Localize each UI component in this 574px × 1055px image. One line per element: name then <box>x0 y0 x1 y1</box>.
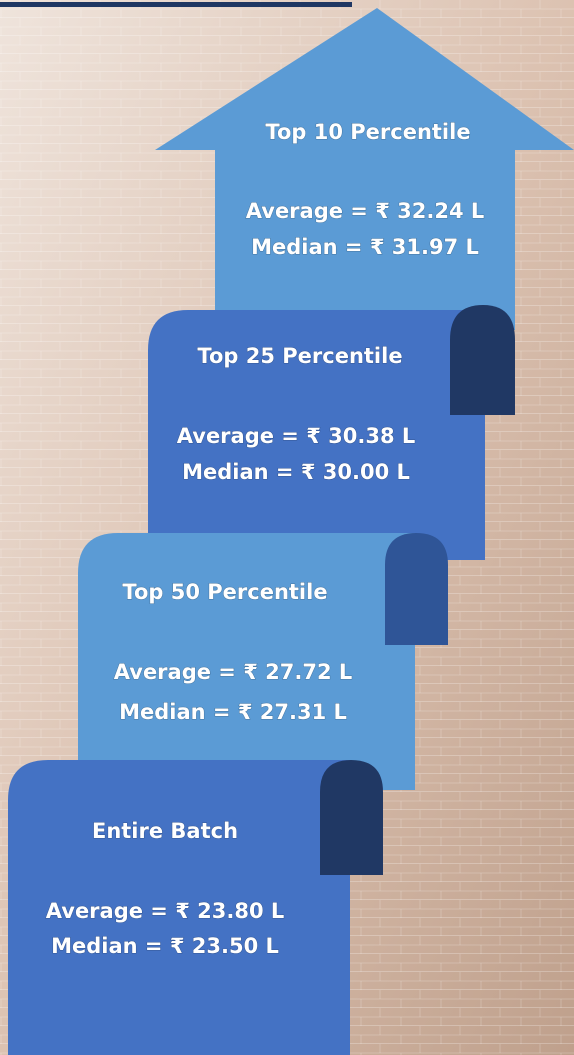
arrow <box>155 8 574 330</box>
tier-title: Top 50 Percentile <box>122 580 327 604</box>
scroll-body <box>78 533 415 790</box>
tier-average: Average = ₹ 32.24 L <box>246 199 485 223</box>
tier-title: Top 10 Percentile <box>265 120 470 144</box>
tier-median: Median = ₹ 30.00 L <box>182 460 410 484</box>
tier-median: Median = ₹ 27.31 L <box>119 700 347 724</box>
title-underline <box>0 2 352 7</box>
scroll-curl <box>450 305 515 415</box>
scroll-body <box>148 310 485 560</box>
tier-title: Top 25 Percentile <box>197 344 402 368</box>
tier-median: Median = ₹ 23.50 L <box>51 934 279 958</box>
tier-average: Average = ₹ 30.38 L <box>177 424 416 448</box>
tier-average: Average = ₹ 23.80 L <box>46 899 285 923</box>
scroll-body <box>8 760 350 1055</box>
tier-median: Median = ₹ 31.97 L <box>251 235 479 259</box>
tier-average: Average = ₹ 27.72 L <box>114 660 353 684</box>
tier-title: Entire Batch <box>92 819 238 843</box>
scroll-curl <box>385 533 448 645</box>
scroll-curl <box>320 760 383 875</box>
